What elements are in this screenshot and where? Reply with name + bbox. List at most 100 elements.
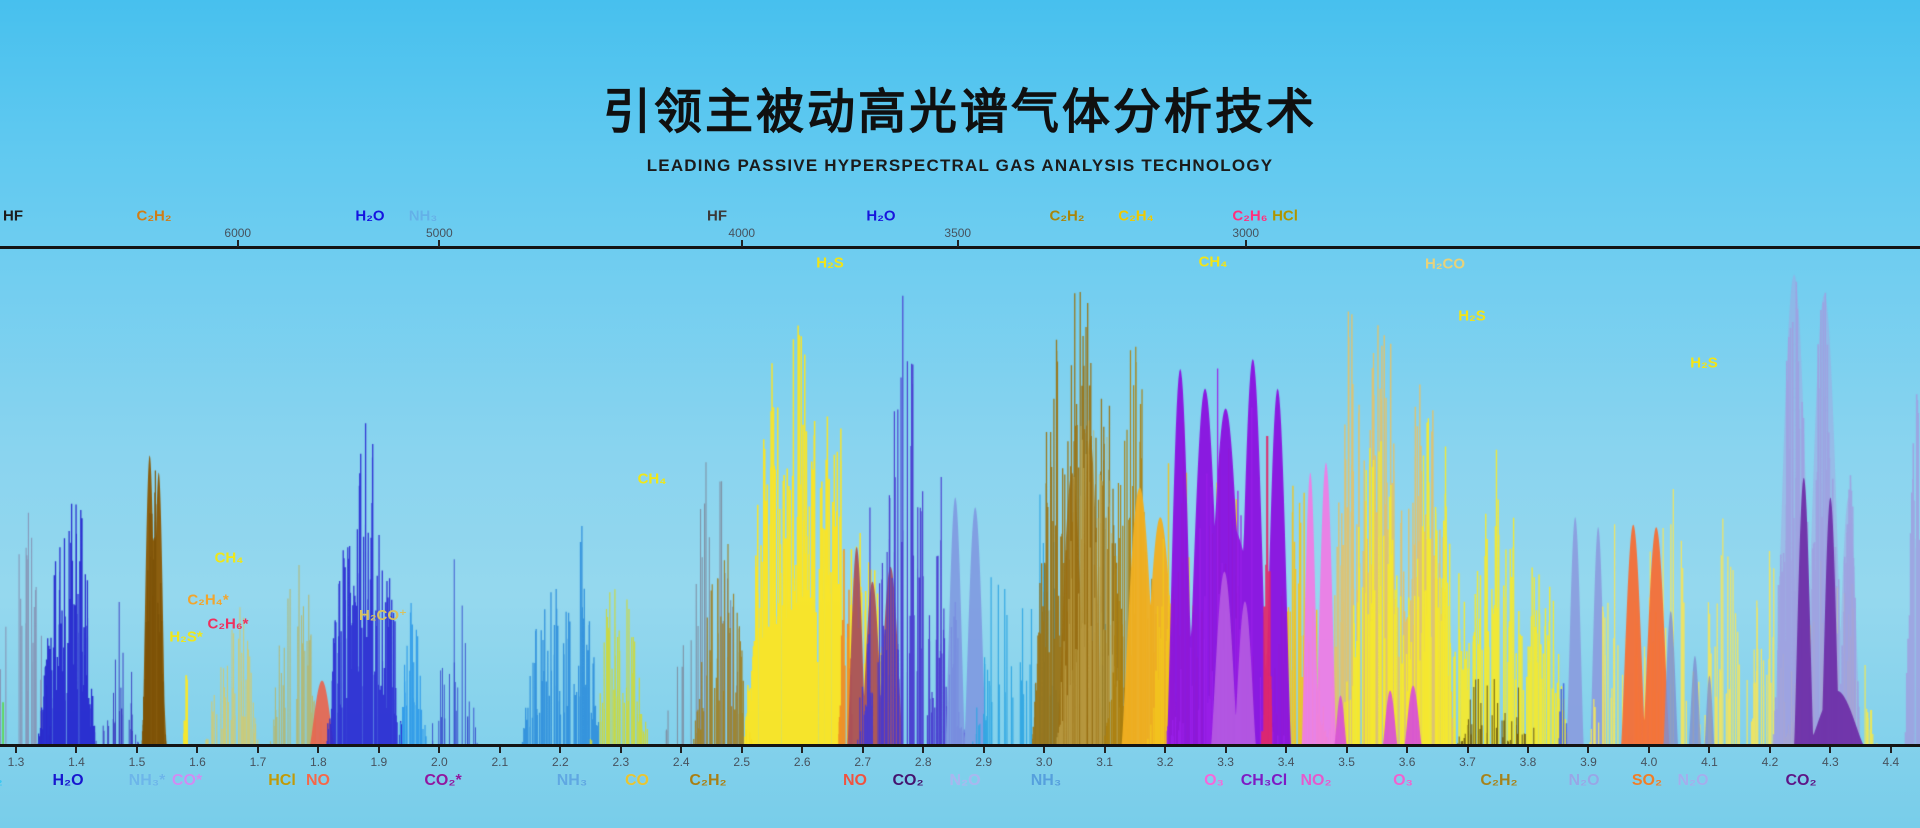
- bottom-tick-label: 3.8: [1519, 755, 1537, 769]
- bottom-tick-label: 2.6: [793, 755, 811, 769]
- bottom-tick-mark: [1708, 747, 1711, 753]
- bottom-tick-label: 3.9: [1580, 755, 1597, 769]
- bottom-tick-label: 4.0: [1640, 755, 1658, 769]
- gas-label-bottom: H₂O: [52, 772, 84, 789]
- bottom-tick-label: 1.5: [128, 755, 146, 769]
- bottom-tick-mark: [196, 747, 199, 753]
- gas-label-bottom: SO₂: [1631, 772, 1663, 789]
- bottom-tick-mark: [861, 747, 864, 753]
- gas-label-bottom: O₃: [1393, 772, 1413, 789]
- gas-annotation: CH₄: [637, 470, 667, 488]
- gas-label-bottom: CO₂: [892, 772, 924, 789]
- gas-label-bottom: CH₃Cl: [1240, 772, 1288, 789]
- top-axis-line: [0, 246, 1920, 249]
- bottom-tick-label: 1.7: [249, 755, 267, 769]
- gas-annotation: C₂H₆*: [207, 615, 249, 633]
- gas-label-top: C₂H₆: [1232, 207, 1268, 225]
- bottom-tick-mark: [377, 747, 380, 753]
- bottom-tick-mark: [135, 747, 138, 753]
- bottom-tick-label: 2.4: [672, 755, 690, 769]
- bottom-tick-label: 3.7: [1459, 755, 1476, 769]
- gas-label-bottom: O₂: [0, 772, 3, 790]
- gas-label-bottom: CO: [625, 772, 649, 789]
- bottom-tick-mark: [1224, 747, 1227, 753]
- bottom-tick-mark: [1768, 747, 1771, 753]
- bottom-tick-mark: [498, 747, 501, 753]
- top-tick-label: 6000: [224, 226, 252, 240]
- gas-label-top: NH₃: [408, 207, 438, 225]
- gas-annotation: H₂S: [1458, 307, 1486, 325]
- bottom-tick-mark: [1043, 747, 1046, 753]
- bottom-tick-mark: [1527, 747, 1529, 753]
- gas-annotation: CH₄: [1198, 253, 1228, 271]
- top-tick-mark: [740, 240, 743, 247]
- bottom-tick-label: 4.1: [1701, 755, 1718, 769]
- bottom-tick-mark: [982, 747, 985, 753]
- gas-label-bottom: NH₃: [1030, 772, 1062, 789]
- bottom-tick-label: 1.3: [7, 755, 25, 769]
- gas-annotation: H₂CO: [1425, 255, 1465, 273]
- bottom-tick-label: 2.7: [854, 755, 872, 769]
- bottom-tick-mark: [317, 747, 320, 753]
- gas-label-top: H₂O: [866, 207, 896, 225]
- top-tick-label: 5000: [426, 226, 453, 240]
- bottom-tick-mark: [1647, 747, 1650, 753]
- bottom-tick-mark: [680, 747, 683, 753]
- bottom-axis-line: [0, 744, 1920, 747]
- bottom-tick-mark: [922, 747, 925, 753]
- gas-label-bottom: C₂H₂: [689, 772, 727, 789]
- bottom-tick-mark: [1103, 747, 1106, 753]
- bottom-tick-mark: [1587, 747, 1590, 753]
- bottom-tick-label: 3.5: [1338, 755, 1355, 769]
- bottom-tick-label: 1.6: [189, 755, 206, 769]
- top-tick-label: 4000: [728, 226, 756, 240]
- gas-label-bottom: O₃: [1204, 772, 1224, 789]
- gas-label-bottom: NO: [306, 772, 330, 789]
- gas-label-top: C₂H₄: [1118, 207, 1154, 225]
- gas-label-bottom: CO₂: [1785, 772, 1817, 789]
- bottom-tick-label: 2.2: [551, 755, 569, 769]
- top-tick-mark: [956, 240, 959, 247]
- bottom-tick-mark: [438, 747, 441, 753]
- top-tick-mark: [1244, 240, 1247, 247]
- gas-label-bottom: C₂H₂: [1480, 772, 1518, 789]
- bottom-tick-mark: [15, 747, 17, 753]
- bottom-tick-label: 4.3: [1822, 755, 1839, 769]
- gas-label-top: HCl: [1272, 207, 1298, 225]
- top-tick-label: 3500: [944, 226, 972, 240]
- bottom-tick-label: 3.1: [1096, 755, 1113, 769]
- page-title: 引领主被动高光谱气体分析技术: [602, 86, 1317, 139]
- gas-label-bottom: N₂O: [1677, 772, 1709, 789]
- gas-label-bottom: CO*: [171, 772, 203, 789]
- top-tick-mark: [236, 240, 239, 247]
- bottom-tick-label: 3.2: [1156, 755, 1174, 769]
- gas-label-top: HF: [3, 207, 23, 225]
- bottom-tick-label: 1.8: [310, 755, 327, 769]
- bottom-tick-label: 3.6: [1398, 755, 1416, 769]
- bottom-tick-label: 4.4: [1882, 755, 1900, 769]
- bottom-tick-label: 3.3: [1217, 755, 1234, 769]
- gas-annotation: H₂CO⁺: [359, 607, 407, 624]
- bottom-tick-label: 3.0: [1035, 755, 1053, 769]
- gas-label-top: H₂O: [355, 207, 385, 225]
- gas-label-bottom: N₂O: [949, 772, 981, 789]
- bottom-tick-label: 4.2: [1761, 755, 1779, 769]
- bottom-tick-mark: [1829, 747, 1832, 753]
- gas-label-top: C₂H₂: [1049, 207, 1085, 225]
- page-subtitle: LEADING PASSIVE HYPERSPECTRAL GAS ANALYS…: [646, 156, 1274, 175]
- bottom-tick-mark: [619, 747, 622, 753]
- gas-annotation: H₂S: [1690, 354, 1718, 372]
- bottom-tick-mark: [1345, 747, 1348, 753]
- gas-label-bottom: CO₂*: [424, 772, 462, 789]
- bottom-tick-label: 1.9: [370, 755, 388, 769]
- gas-annotation: H₂S: [816, 254, 844, 272]
- bottom-tick-mark: [1466, 747, 1469, 753]
- bottom-tick-mark: [75, 747, 78, 753]
- bottom-tick-label: 1.4: [68, 755, 85, 769]
- bottom-tick-label: 3.4: [1277, 755, 1295, 769]
- gas-label-bottom: NO: [843, 772, 867, 789]
- gas-annotation: CH₄: [214, 549, 244, 567]
- top-tick-mark: [438, 240, 441, 247]
